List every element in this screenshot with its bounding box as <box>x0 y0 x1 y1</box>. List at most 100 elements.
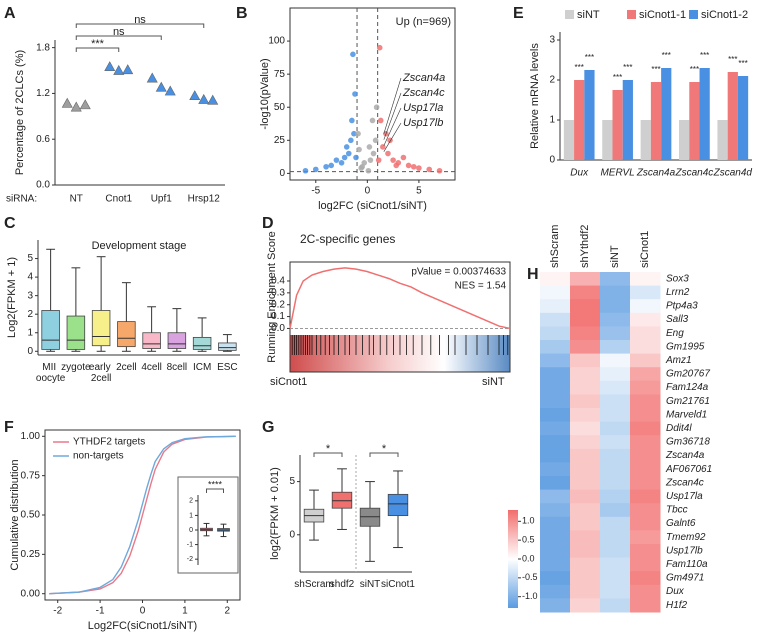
heatmap-cell <box>540 408 571 423</box>
point <box>353 154 359 161</box>
heatmap-cell <box>630 476 661 491</box>
y-axis-title: Percentage of 2CLCs (%) <box>14 50 26 175</box>
y-tick-label: 100 <box>268 36 285 47</box>
heatmap-cell <box>630 462 661 477</box>
heatmap-cell <box>570 544 601 559</box>
x-tick-label: -1 <box>96 606 105 617</box>
bracket <box>75 47 120 52</box>
heatmap-cell <box>600 421 631 436</box>
heatmap-cell <box>540 462 571 477</box>
point <box>349 117 355 124</box>
x-tick-label: siNT <box>360 579 381 590</box>
heatmap-cell <box>630 571 661 586</box>
bracket <box>75 23 205 28</box>
heatmap-cell <box>600 557 631 572</box>
significance-label: *** <box>700 51 709 60</box>
point <box>155 81 167 92</box>
row-label: Ddit4l <box>666 423 692 434</box>
heatmap-cell <box>540 380 571 395</box>
y-tick-label: 5 <box>289 476 295 487</box>
heatmap-cell <box>540 421 571 436</box>
x-tick-label: zygote <box>61 362 91 373</box>
heatmap-cell <box>570 503 601 518</box>
x-tick-label: Hrsp12 <box>188 194 221 205</box>
y-tick-label: 0 <box>27 346 33 357</box>
heatmap-cell <box>570 476 601 491</box>
box <box>387 493 409 517</box>
bracket <box>206 488 224 493</box>
point <box>365 167 372 174</box>
point <box>189 90 201 101</box>
point <box>328 162 335 169</box>
x-end-label: siNT <box>482 376 505 388</box>
colorbar-label: -1.0 <box>522 591 538 601</box>
bar <box>584 70 595 160</box>
point <box>436 167 443 174</box>
x-tick-label: 2 <box>225 606 231 617</box>
y-tick-label: 3 <box>27 290 33 301</box>
row-label: Dux <box>666 586 685 597</box>
point <box>351 130 357 137</box>
heatmap-cell <box>570 598 601 613</box>
heatmap-cell <box>570 312 601 327</box>
point <box>410 163 417 170</box>
y-tick-label: 1.00 <box>21 431 41 442</box>
y-axis-title: log2(FPKM + 0.01) <box>269 467 281 560</box>
heatmap-cell <box>630 380 661 395</box>
significance-label: *** <box>690 65 699 74</box>
x-tick-label: -5 <box>311 186 320 197</box>
point <box>104 61 116 72</box>
bar <box>727 72 738 160</box>
heatmap-cell <box>600 312 631 327</box>
point <box>372 137 379 144</box>
y-axis-title: Log2(FPKM + 1) <box>6 257 18 338</box>
bar <box>563 120 575 160</box>
heatmap-cell <box>630 421 661 436</box>
significance-label: *** <box>623 63 632 72</box>
heatmap-cell <box>600 476 631 491</box>
x-tick-label: 4cell <box>141 362 162 373</box>
point <box>350 51 356 58</box>
panel-letter: H <box>527 266 539 283</box>
heatmap-cell <box>600 353 631 368</box>
bracket <box>75 35 162 40</box>
y-axis-title: Running Enrichment Score <box>266 231 278 362</box>
column-label: shYthdf2 <box>579 225 591 268</box>
panel-letter: D <box>262 215 274 232</box>
point <box>356 146 362 153</box>
heatmap-cell <box>630 394 661 409</box>
legend-swatch <box>689 10 698 19</box>
row-label: H1f2 <box>666 600 688 611</box>
box <box>167 332 187 349</box>
heatmap-cell <box>540 272 571 287</box>
legend-swatch <box>565 10 574 19</box>
x-tick-label: 5 <box>416 186 422 197</box>
heatmap-cell <box>600 285 631 300</box>
y-tick-label: 0.75 <box>21 470 41 481</box>
heatmap-cell <box>630 598 661 613</box>
point <box>302 167 309 174</box>
point <box>113 64 125 75</box>
y-tick-label: 0 <box>279 168 285 179</box>
heatmap-cell <box>630 408 661 423</box>
y-tick-label: 0.00 <box>21 588 41 599</box>
row-label: Fam110a <box>666 559 708 570</box>
heatmap-cell <box>570 462 601 477</box>
gene-label: Usp17la <box>403 102 443 114</box>
x-tick-label: 0 <box>140 606 146 617</box>
leader-line <box>383 77 402 134</box>
panel-letter: E <box>513 5 524 22</box>
row-label: Gm1995 <box>666 341 705 352</box>
leader-line <box>383 92 402 140</box>
gene-label: Zscan4c <box>402 87 445 99</box>
significance-label: *** <box>585 53 594 62</box>
y-tick-label: 1 <box>27 327 33 338</box>
bar <box>574 80 585 160</box>
point <box>348 137 354 144</box>
heatmap-cell <box>540 367 571 382</box>
point <box>373 104 380 111</box>
bar <box>661 68 672 160</box>
row-label: Marveld1 <box>666 409 707 420</box>
heatmap-cell <box>600 462 631 477</box>
x-tick-label: early 2cell <box>89 362 113 384</box>
